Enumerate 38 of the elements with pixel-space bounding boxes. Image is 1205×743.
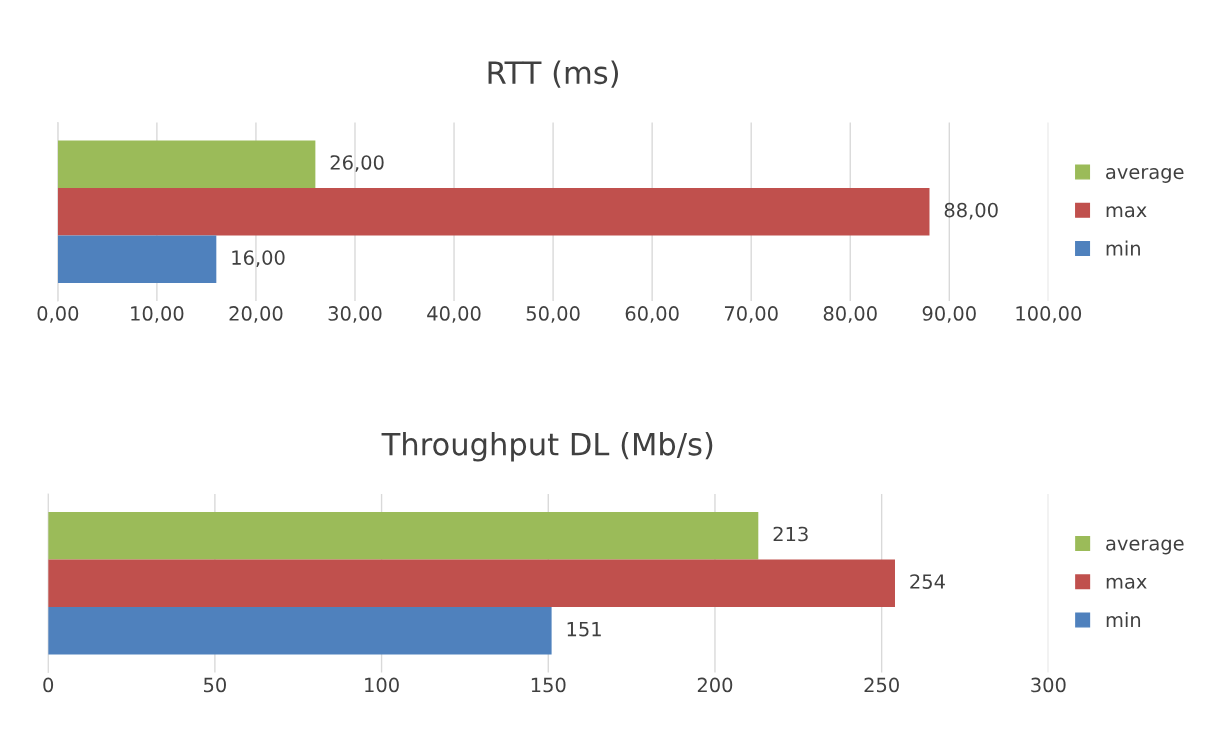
x-tick-label: 150 xyxy=(531,677,566,693)
x-tick-label: 200 xyxy=(697,677,733,693)
data-label: 26,00 xyxy=(330,155,384,172)
x-tick-label: 50,00 xyxy=(526,306,580,323)
x-tick-label: 50 xyxy=(204,677,226,693)
legend-label: max xyxy=(1106,206,1147,218)
data-label: 16,00 xyxy=(232,250,285,267)
bar xyxy=(48,607,552,655)
data-label: 151 xyxy=(567,622,601,637)
bar xyxy=(57,140,316,188)
legend-label: max xyxy=(1106,577,1147,589)
legend-label: average xyxy=(1106,167,1184,183)
x-tick-label: 0,00 xyxy=(37,306,79,323)
chart-title: RTT (ms) xyxy=(488,60,618,88)
x-tick-label: 300 xyxy=(1031,677,1066,693)
x-tick-label: 100,00 xyxy=(1016,306,1082,323)
x-tick-label: 40,00 xyxy=(427,306,481,323)
x-tick-label: 20,00 xyxy=(229,306,283,323)
bar xyxy=(48,511,759,560)
legend-label: min xyxy=(1106,612,1141,627)
x-tick-label: 250 xyxy=(864,677,899,693)
x-tick-label: 70,00 xyxy=(724,306,778,323)
data-label: 254 xyxy=(910,574,945,589)
x-tick-label: 30,00 xyxy=(328,306,382,323)
chart-title: Throughput DL (Mb/s) xyxy=(381,431,713,462)
x-tick-label: 100 xyxy=(365,677,399,693)
data-label: 88,00 xyxy=(944,202,998,220)
x-tick-label: 10,00 xyxy=(131,306,184,323)
legend-label: average xyxy=(1106,539,1184,555)
bar xyxy=(57,187,930,236)
x-tick-label: 80,00 xyxy=(823,306,877,323)
bar xyxy=(57,235,217,284)
legend-label: min xyxy=(1106,240,1140,256)
x-tick-label: 60,00 xyxy=(625,306,679,323)
x-tick-label: 0 xyxy=(43,677,54,693)
bar xyxy=(48,559,895,608)
x-tick-label: 90,00 xyxy=(922,306,976,323)
data-label: 213 xyxy=(773,526,808,542)
